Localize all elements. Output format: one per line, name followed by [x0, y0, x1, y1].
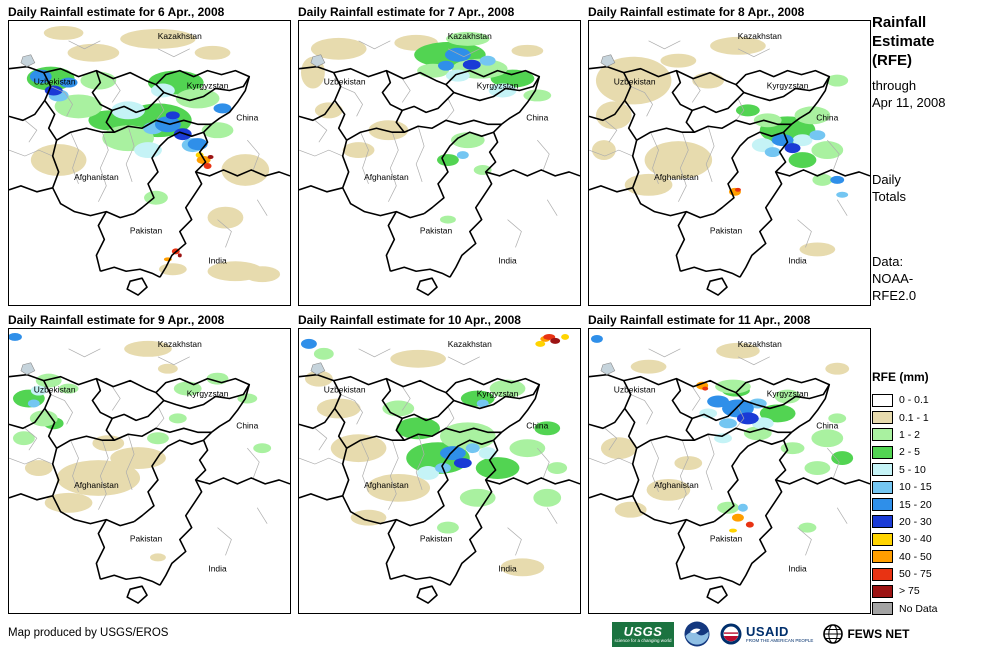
map-credit: Map produced by USGS/EROS: [8, 627, 169, 639]
legend-swatch: [872, 463, 893, 477]
legend-label: No Data: [899, 602, 938, 615]
legend-swatch: [872, 532, 893, 546]
legend-row: 1 - 2: [872, 426, 978, 443]
usgs-tagline: science for a changing world: [614, 637, 672, 643]
legend-label: 0 - 0.1: [899, 394, 929, 407]
map-panel-apr6: Daily Rainfall estimate for 6 Apr., 2008: [8, 4, 291, 306]
rainfall-patches-apr8: [591, 36, 849, 257]
legend-row: 2 - 5: [872, 444, 978, 461]
legend-row: 40 - 50: [872, 548, 978, 565]
legend-swatch: [872, 550, 893, 564]
legend-swatch: [872, 584, 893, 598]
legend-title: RFE (mm): [872, 370, 929, 385]
legend-label: 0.1 - 1: [899, 411, 929, 424]
map-panel-apr9: Daily Rainfall estimate for 9 Apr., 2008: [8, 312, 291, 614]
legend-label: 5 - 10: [899, 463, 926, 476]
legend-row: 15 - 20: [872, 496, 978, 513]
noaa-logo: [684, 621, 710, 647]
panel-title-apr10: Daily Rainfall estimate for 10 Apr., 200…: [298, 313, 521, 327]
legend-label: 50 - 75: [899, 568, 932, 581]
panel-title-apr7: Daily Rainfall estimate for 7 Apr., 2008: [298, 5, 515, 19]
legend-swatch: [872, 498, 893, 512]
legend-swatch: [872, 480, 893, 494]
fewsnet-logo-text: FEWS NET: [847, 627, 910, 641]
sidebar-title: Rainfall Estimate (RFE): [872, 14, 935, 69]
sidebar-through-date: through Apr 11, 2008: [872, 78, 946, 111]
legend-swatch: [872, 515, 893, 529]
legend-swatch: [872, 567, 893, 581]
legend-row: No Data: [872, 600, 978, 617]
legend-label: 20 - 30: [899, 515, 932, 528]
panel-title-apr8: Daily Rainfall estimate for 8 Apr., 2008: [588, 5, 805, 19]
usaid-logo: USAID FROM THE AMERICAN PEOPLE: [720, 623, 813, 645]
logo-strip: USGS science for a changing world USAID …: [612, 621, 909, 647]
legend-swatch: [872, 411, 893, 425]
legend-label: 10 - 15: [899, 481, 932, 494]
legend-label: > 75: [899, 585, 920, 598]
legend: RFE (mm) 0 - 0.1 0.1 - 1 1 - 2 2 - 5 5 -…: [872, 370, 978, 617]
fewsnet-logo: FEWS NET: [823, 624, 909, 644]
legend-row: > 75: [872, 583, 978, 600]
sidebar-daily-totals: Daily Totals: [872, 172, 906, 204]
legend-row: 20 - 30: [872, 513, 978, 530]
legend-swatch: [872, 428, 893, 442]
legend-label: 30 - 40: [899, 533, 932, 546]
footer: Map produced by USGS/EROS USGS science f…: [0, 619, 983, 649]
usaid-emblem-icon: [720, 623, 742, 645]
legend-row: 30 - 40: [872, 531, 978, 548]
legend-row: 50 - 75: [872, 565, 978, 582]
legend-label: 1 - 2: [899, 428, 921, 441]
legend-row: 0.1 - 1: [872, 409, 978, 426]
rainfall-patches-apr9: [9, 332, 272, 562]
legend-label: 15 - 20: [899, 498, 932, 511]
legend-swatch: [872, 445, 893, 459]
legend-label: 2 - 5: [899, 446, 921, 459]
map-panel-apr10: Daily Rainfall estimate for 10 Apr., 200…: [298, 312, 581, 614]
map-panel-apr8: Daily Rainfall estimate for 8 Apr., 2008: [588, 4, 871, 306]
usgs-logo-text: USGS: [623, 623, 663, 639]
sidebar: Rainfall Estimate (RFE) through Apr 11, …: [872, 14, 978, 618]
fewsnet-globe-icon: [823, 624, 844, 644]
usaid-logo-text: USAID: [746, 623, 789, 639]
legend-row: 0 - 0.1: [872, 391, 978, 408]
map-panel-apr11: Daily Rainfall estimate for 11 Apr., 200…: [588, 312, 871, 614]
usaid-tagline: FROM THE AMERICAN PEOPLE: [746, 637, 814, 643]
map-grid: Daily Rainfall estimate for 6 Apr., 2008…: [8, 4, 871, 614]
map-apr11: [588, 328, 871, 614]
usgs-logo: USGS science for a changing world: [612, 621, 674, 647]
panel-title-apr11: Daily Rainfall estimate for 11 Apr., 200…: [588, 313, 811, 327]
map-panel-apr7: Daily Rainfall estimate for 7 Apr., 2008: [298, 4, 581, 306]
map-apr6: [8, 20, 291, 306]
legend-label: 40 - 50: [899, 550, 932, 563]
legend-row: 5 - 10: [872, 461, 978, 478]
rainfall-patches-apr6: [26, 25, 281, 283]
sidebar-data-source: Data: NOAA- RFE2.0: [872, 253, 917, 303]
map-apr10: [298, 328, 581, 614]
map-apr8: [588, 20, 871, 306]
map-apr7: [298, 20, 581, 306]
legend-swatch: [872, 393, 893, 407]
legend-swatch: [872, 602, 893, 616]
panel-title-apr9: Daily Rainfall estimate for 9 Apr., 2008: [8, 313, 225, 327]
legend-row: 10 - 15: [872, 478, 978, 495]
map-apr9: [8, 328, 291, 614]
panel-title-apr6: Daily Rainfall estimate for 6 Apr., 2008: [8, 5, 225, 19]
